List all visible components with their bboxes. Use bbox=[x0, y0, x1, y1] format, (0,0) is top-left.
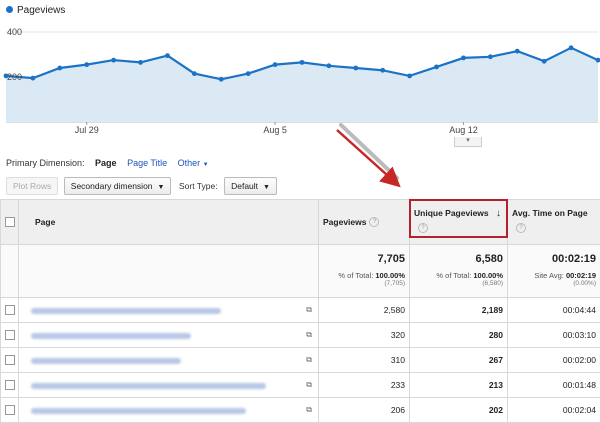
data-point[interactable] bbox=[542, 59, 547, 64]
row-unique-pageviews: 213 bbox=[410, 373, 508, 398]
legend-label: Pageviews bbox=[17, 5, 65, 16]
row-unique-pageviews: 280 bbox=[410, 323, 508, 348]
external-link-icon[interactable]: ⧉ bbox=[306, 380, 312, 390]
row-pageviews: 233 bbox=[319, 373, 410, 398]
data-point[interactable] bbox=[84, 62, 89, 67]
total-pageviews: 7,705% of Total: 100.00%(7,705) bbox=[319, 245, 410, 298]
help-icon[interactable]: ? bbox=[516, 223, 526, 233]
legend-dot-icon bbox=[6, 6, 13, 13]
select-all-checkbox[interactable] bbox=[5, 217, 15, 227]
dimension-other[interactable]: Other ▼ bbox=[178, 158, 209, 168]
data-point[interactable] bbox=[488, 54, 493, 59]
help-icon[interactable]: ? bbox=[369, 217, 379, 227]
row-unique-pageviews: 2,189 bbox=[410, 298, 508, 323]
chart-collapse-handle[interactable]: ▾ bbox=[454, 137, 482, 147]
chart-legend: Pageviews bbox=[6, 5, 65, 16]
total-unique-pageviews: 6,580% of Total: 100.00%(6,580) bbox=[410, 245, 508, 298]
table-row: ⧉ 206 202 00:02:04 bbox=[1, 398, 600, 423]
data-point[interactable] bbox=[353, 66, 358, 71]
select-all-header[interactable] bbox=[1, 200, 19, 245]
pageviews-chart[interactable]: 200 400 Jul 29 Aug 5 Aug 12 bbox=[0, 0, 600, 150]
sort-down-arrow-icon: ↓ bbox=[496, 208, 501, 219]
column-header-page[interactable]: Page bbox=[19, 200, 319, 245]
data-point[interactable] bbox=[327, 63, 332, 68]
pageviews-area bbox=[6, 48, 598, 122]
data-point[interactable] bbox=[111, 58, 116, 63]
table-toolbar: Plot Rows Secondary dimension▼ Sort Type… bbox=[6, 177, 280, 197]
table-row: ⧉ 2,580 2,189 00:04:44 bbox=[1, 298, 600, 323]
help-icon[interactable]: ? bbox=[418, 223, 428, 233]
row-checkbox[interactable] bbox=[5, 405, 15, 415]
data-point[interactable] bbox=[165, 53, 170, 58]
row-avg-time: 00:01:48 bbox=[508, 373, 600, 398]
page-url-link[interactable] bbox=[31, 383, 266, 389]
row-avg-time: 00:04:44 bbox=[508, 298, 600, 323]
page-url-link[interactable] bbox=[31, 308, 221, 314]
data-point[interactable] bbox=[300, 60, 305, 65]
column-header-unique-pageviews[interactable]: Unique Pageviews↓? bbox=[410, 200, 508, 245]
y-tick-label: 400 bbox=[7, 27, 22, 37]
data-point[interactable] bbox=[138, 60, 143, 65]
primary-dimension-bar: Primary Dimension: Page Page Title Other… bbox=[6, 158, 217, 168]
row-pageviews: 2,580 bbox=[319, 298, 410, 323]
data-point[interactable] bbox=[246, 71, 251, 76]
x-tick-label: Aug 12 bbox=[449, 125, 478, 135]
table-row: ⧉ 233 213 00:01:48 bbox=[1, 373, 600, 398]
table-header-row: Page Pageviews? Unique Pageviews↓? Avg. … bbox=[1, 200, 600, 245]
external-link-icon[interactable]: ⧉ bbox=[306, 405, 312, 415]
row-checkbox[interactable] bbox=[5, 305, 15, 315]
row-pageviews: 310 bbox=[319, 348, 410, 373]
external-link-icon[interactable]: ⧉ bbox=[306, 330, 312, 340]
chevron-down-icon: ▼ bbox=[203, 162, 209, 168]
external-link-icon[interactable]: ⧉ bbox=[306, 355, 312, 365]
row-unique-pageviews: 202 bbox=[410, 398, 508, 423]
primary-dimension-label: Primary Dimension: bbox=[6, 158, 85, 168]
data-point[interactable] bbox=[57, 66, 62, 71]
secondary-dimension-dropdown[interactable]: Secondary dimension▼ bbox=[64, 177, 172, 195]
totals-row: 7,705% of Total: 100.00%(7,705) 6,580% o… bbox=[1, 245, 600, 298]
column-header-pageviews[interactable]: Pageviews? bbox=[319, 200, 410, 245]
data-point[interactable] bbox=[407, 73, 412, 78]
data-point[interactable] bbox=[273, 62, 278, 67]
plot-rows-button[interactable]: Plot Rows bbox=[6, 177, 58, 195]
row-pageviews: 320 bbox=[319, 323, 410, 348]
data-point[interactable] bbox=[31, 76, 36, 81]
caret-down-icon: ▼ bbox=[263, 184, 270, 191]
row-avg-time: 00:03:10 bbox=[508, 323, 600, 348]
sort-type-label: Sort Type: bbox=[179, 181, 218, 191]
row-avg-time: 00:02:00 bbox=[508, 348, 600, 373]
data-point[interactable] bbox=[219, 77, 224, 82]
data-point[interactable] bbox=[461, 55, 466, 60]
row-unique-pageviews: 267 bbox=[410, 348, 508, 373]
dimension-page[interactable]: Page bbox=[95, 158, 117, 168]
dimension-page-title[interactable]: Page Title bbox=[127, 158, 167, 168]
table-row: ⧉ 310 267 00:02:00 bbox=[1, 348, 600, 373]
data-point[interactable] bbox=[192, 71, 197, 76]
row-checkbox[interactable] bbox=[5, 330, 15, 340]
column-header-avg-time-on-page[interactable]: Avg. Time on Page? bbox=[508, 200, 600, 245]
sort-type-dropdown[interactable]: Default▼ bbox=[224, 177, 277, 195]
data-point[interactable] bbox=[434, 64, 439, 69]
caret-down-icon: ▼ bbox=[158, 184, 165, 191]
x-tick-label: Jul 29 bbox=[75, 125, 99, 135]
external-link-icon[interactable]: ⧉ bbox=[306, 305, 312, 315]
row-avg-time: 00:02:04 bbox=[508, 398, 600, 423]
row-pageviews: 206 bbox=[319, 398, 410, 423]
data-point[interactable] bbox=[380, 68, 385, 73]
row-checkbox[interactable] bbox=[5, 355, 15, 365]
x-tick-label: Aug 5 bbox=[263, 125, 287, 135]
data-point[interactable] bbox=[515, 49, 520, 54]
row-checkbox[interactable] bbox=[5, 380, 15, 390]
y-tick-label: 200 bbox=[7, 72, 22, 82]
page-url-link[interactable] bbox=[31, 333, 191, 339]
page-url-link[interactable] bbox=[31, 358, 181, 364]
data-table: Page Pageviews? Unique Pageviews↓? Avg. … bbox=[0, 199, 600, 423]
data-point[interactable] bbox=[569, 45, 574, 50]
table-row: ⧉ 320 280 00:03:10 bbox=[1, 323, 600, 348]
